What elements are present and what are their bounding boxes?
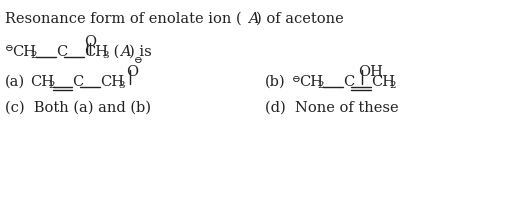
Text: ⊖: ⊖ (292, 75, 301, 84)
Text: 2: 2 (30, 51, 37, 60)
Text: CH: CH (30, 75, 54, 89)
Text: ) is: ) is (129, 45, 152, 59)
Text: 3: 3 (118, 81, 124, 90)
Text: 2: 2 (389, 81, 396, 90)
Text: ⊖: ⊖ (134, 56, 143, 65)
Text: CH: CH (12, 45, 36, 59)
Text: (d)  None of these: (d) None of these (265, 101, 399, 115)
Text: A: A (248, 12, 259, 26)
Text: 3: 3 (102, 51, 109, 60)
Text: C: C (56, 45, 67, 59)
Text: 2: 2 (48, 81, 55, 90)
Text: Resonance form of enolate ion (: Resonance form of enolate ion ( (5, 12, 242, 26)
Text: 2: 2 (317, 81, 324, 90)
Text: A: A (120, 45, 131, 59)
Text: (: ( (109, 45, 119, 59)
Text: CH: CH (100, 75, 124, 89)
Text: CH: CH (84, 45, 108, 59)
Text: (c)  Both (a) and (b): (c) Both (a) and (b) (5, 101, 151, 115)
Text: ) of acetone: ) of acetone (256, 12, 344, 26)
Text: CH: CH (371, 75, 395, 89)
Text: O: O (126, 65, 138, 79)
Text: ⊖: ⊖ (5, 44, 14, 53)
Text: C: C (72, 75, 83, 89)
Text: C: C (343, 75, 354, 89)
Text: (b): (b) (265, 75, 286, 89)
Text: CH: CH (299, 75, 323, 89)
Text: OH: OH (358, 65, 383, 79)
Text: (a): (a) (5, 75, 25, 89)
Text: O: O (84, 35, 96, 49)
